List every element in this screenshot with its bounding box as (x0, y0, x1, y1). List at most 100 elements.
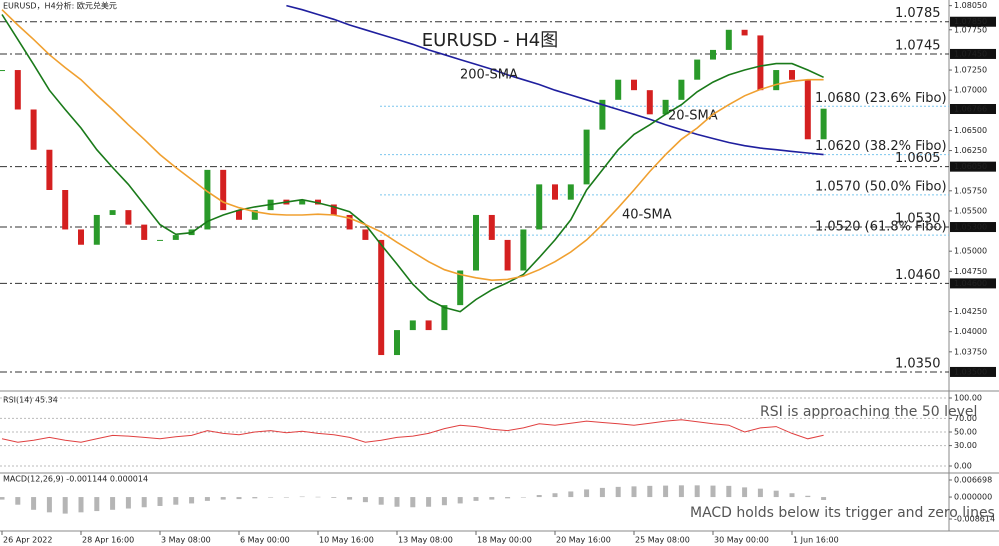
x-tick-label: 18 May 00:00 (477, 536, 532, 545)
histogram-bar (584, 489, 590, 498)
histogram-bar (615, 486, 621, 498)
candle (520, 229, 527, 271)
candle (646, 90, 653, 115)
y-tick-label: 1.07750 (954, 25, 987, 34)
y-tick-label: -0.008614 (954, 515, 995, 524)
candle (30, 109, 37, 150)
candle (141, 224, 148, 240)
candle (599, 99, 606, 130)
series-label: 20-SMA (668, 109, 718, 124)
histogram-bar (647, 485, 653, 498)
candle (46, 149, 53, 190)
y-tick-label: 1.07250 (954, 66, 987, 75)
y-tick-label: 0.000000 (954, 493, 992, 502)
histogram-bar (283, 497, 289, 498)
histogram-bar (268, 497, 274, 498)
x-tick-label: 25 May 08:00 (635, 536, 690, 545)
x-tick-label: 10 May 16:00 (319, 536, 374, 545)
y-tick-label: 1.07000 (954, 86, 987, 95)
candle (678, 79, 685, 100)
price-tag-label: 1.03500 (954, 367, 987, 376)
histogram-bar (520, 497, 526, 498)
histogram-bar (220, 497, 226, 500)
histogram-bar (552, 493, 558, 498)
price-tag (950, 48, 996, 59)
histogram-bar (46, 497, 52, 513)
histogram-bar (0, 497, 5, 500)
level-label: 1.0350 (895, 356, 941, 371)
candle (488, 214, 495, 240)
y-tick-label: 1.03750 (954, 347, 987, 356)
histogram-bar (678, 485, 684, 498)
histogram-bar (299, 496, 305, 498)
candle (552, 184, 558, 200)
histogram-bar (62, 497, 68, 514)
candle (567, 184, 574, 200)
y-tick-label: 1.04000 (954, 327, 987, 336)
candle (425, 320, 432, 331)
x-tick-label: 26 Apr 2022 (3, 536, 52, 545)
candle (710, 49, 716, 60)
y-tick-label: 50.00 (954, 428, 977, 437)
histogram-bar (236, 497, 242, 500)
candle (662, 99, 669, 115)
histogram-bar (694, 485, 700, 498)
candle (473, 214, 479, 271)
candle (741, 29, 748, 36)
histogram-bar (426, 497, 432, 507)
histogram-bar (31, 497, 37, 510)
histogram-bar (347, 497, 353, 500)
histogram-bar (742, 487, 748, 498)
histogram-bar (189, 497, 195, 504)
candle (504, 239, 511, 271)
macd-title: MACD(12,26,9) -0.001144 0.000014 (3, 475, 148, 484)
y-tick-label: 1.08050 (954, 1, 987, 10)
y-tick-label: 70.00 (954, 414, 977, 423)
histogram-bar (125, 497, 131, 509)
level-label: 1.0570 (50.0% Fibo) (815, 179, 947, 194)
candle (299, 199, 306, 205)
price-tag (950, 366, 996, 377)
header: EURUSD，H4分析: 欧元兑美元 (3, 1, 117, 11)
price-tag-label: 1.06766 (954, 105, 987, 114)
histogram-bar (331, 497, 337, 498)
histogram-bar (473, 497, 479, 501)
series-label: 40-SMA (622, 208, 672, 223)
price-tag-label: 1.04600 (954, 279, 987, 288)
histogram-bar (457, 497, 463, 504)
candle (172, 235, 179, 240)
y-tick-label: 1.05500 (954, 206, 987, 215)
candle (315, 199, 321, 205)
y-tick-label: 1.06500 (954, 126, 987, 135)
rsi-note: RSI is approaching the 50 level (760, 404, 977, 420)
macd-note: MACD holds below its trigger and zero li… (690, 505, 995, 521)
histogram-bar (821, 497, 827, 500)
candle (820, 108, 827, 140)
histogram-bar (315, 496, 321, 498)
histogram-bar (631, 486, 637, 498)
histogram-bar (204, 497, 210, 501)
histogram-bar (394, 497, 400, 507)
rsi-title: RSI(14) 45.34 (3, 396, 58, 405)
level-label: 1.0520 (61.8% Fibo) (815, 220, 947, 235)
histogram-bar (378, 497, 384, 505)
candle (109, 210, 116, 215)
x-tick-label: 28 Apr 16:00 (82, 536, 134, 545)
price-tag (950, 278, 996, 289)
y-tick-label: 0.006698 (954, 476, 992, 485)
candle (441, 305, 448, 331)
histogram-bar (110, 497, 116, 510)
candle (362, 229, 369, 240)
histogram-bar (789, 493, 795, 498)
candle (251, 210, 258, 220)
y-tick-label: 0.00 (954, 462, 972, 471)
y-tick-label: 1.05750 (954, 186, 987, 195)
histogram-bar (710, 485, 716, 498)
series-line (1, 419, 824, 443)
candle (631, 79, 637, 91)
histogram-bar (505, 497, 511, 499)
candle (457, 270, 464, 306)
y-tick-label: 1.04250 (954, 307, 987, 316)
level-label: 1.0620 (38.2% Fibo) (815, 139, 947, 154)
